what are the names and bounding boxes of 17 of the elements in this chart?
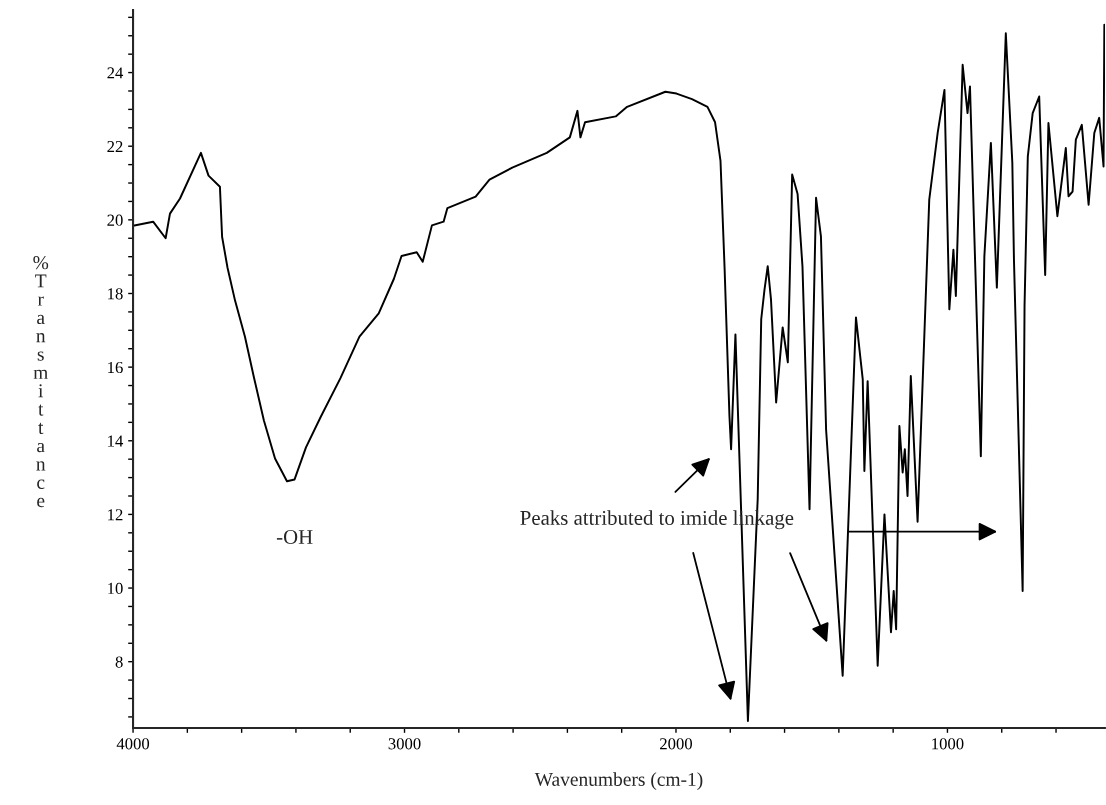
x-tick-label: 1000 <box>932 738 964 750</box>
x-axis-title: Wavenumbers (cm-1) <box>534 772 703 790</box>
y-tick-label: 16 <box>108 361 123 374</box>
annotation: -OH <box>276 529 313 544</box>
x-tick-label: 3000 <box>388 738 421 750</box>
y-tick-label: 24 <box>107 67 124 79</box>
y-tick-label: 20 <box>107 214 123 226</box>
y-tick-label: 12 <box>108 509 123 521</box>
line-series <box>133 23 1105 722</box>
y-tick-label: 10 <box>108 582 123 594</box>
y-tick-label: 22 <box>107 140 123 152</box>
x-tick-label: 2000 <box>660 738 693 750</box>
y-tick-label: 18 <box>108 288 123 300</box>
x-tick-label: 4000 <box>116 738 150 750</box>
y-tick-label: 8 <box>115 656 123 668</box>
text: %Transmittance <box>33 256 49 508</box>
y-tick-label: 14 <box>108 435 124 447</box>
